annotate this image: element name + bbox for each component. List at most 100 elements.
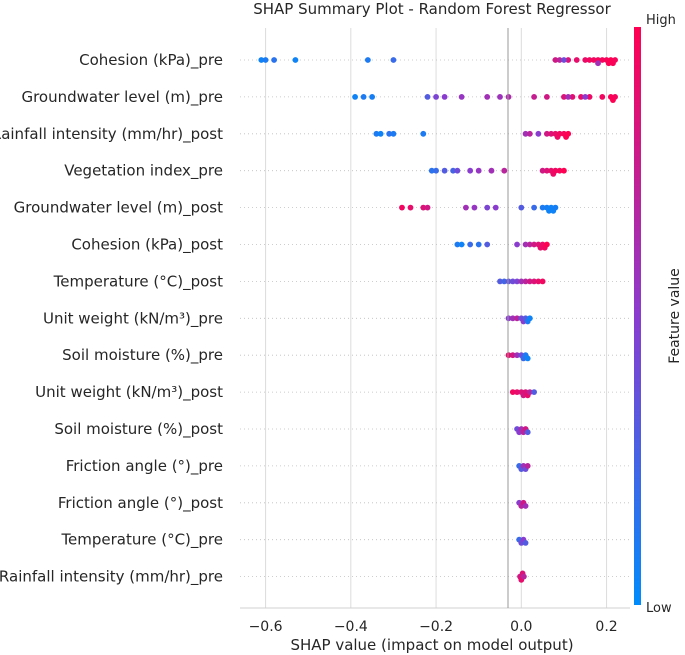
shap-point	[590, 57, 597, 63]
shap-point	[524, 355, 531, 362]
x-tick-label: 0.0	[510, 619, 532, 635]
shap-point	[484, 94, 491, 100]
shap-point	[390, 130, 397, 137]
shap-point	[369, 94, 376, 100]
shap-point	[565, 57, 572, 63]
shap-point	[514, 241, 520, 248]
shap-point	[520, 573, 527, 580]
shap-point	[548, 130, 555, 137]
shap-point	[467, 167, 474, 174]
shap-point	[543, 130, 550, 137]
shap-point	[360, 94, 367, 100]
shap-point	[612, 94, 618, 100]
shap-point	[582, 94, 589, 100]
feature-label: Unit weight (kN/m³)_post	[35, 383, 223, 402]
shap-point	[433, 167, 439, 174]
x-tick-label: −0.2	[419, 619, 453, 635]
feature-label: Cohesion (kPa)_pre	[79, 51, 223, 70]
colorbar-high-label: High	[646, 13, 676, 28]
shap-point	[524, 463, 531, 469]
shap-point	[292, 57, 299, 63]
shap-point	[599, 57, 606, 63]
shap-point	[463, 204, 469, 211]
shap-point	[539, 278, 546, 285]
shap-point	[471, 204, 478, 211]
shap-point	[514, 278, 520, 285]
shap-point	[518, 278, 525, 285]
shap-point	[497, 94, 503, 100]
feature-label: Cohesion (kPa)_post	[71, 236, 223, 255]
feature-label: Vegetation index_pre	[64, 162, 223, 181]
shap-point	[552, 167, 559, 174]
x-tick-label: −0.6	[249, 619, 283, 635]
shap-point	[352, 94, 358, 100]
shap-point	[377, 130, 384, 137]
colorbar	[634, 27, 641, 605]
shap-point	[526, 278, 533, 285]
shap-point	[509, 352, 516, 359]
feature-label: Temperature (°C)_pre	[60, 531, 223, 550]
x-axis-ticks: −0.6 −0.4 −0.2 0.0 0.2	[249, 619, 618, 635]
x-tick-label: 0.2	[595, 619, 617, 635]
shap-point	[475, 241, 482, 248]
shap-point	[522, 130, 529, 137]
shap-point	[556, 57, 563, 63]
shap-point	[386, 130, 393, 137]
feature-label: Unit weight (kN/m³)_pre	[43, 309, 223, 328]
shap-point	[522, 503, 529, 509]
shap-point	[561, 94, 567, 100]
x-tick-label: −0.4	[334, 619, 368, 635]
shap-point	[586, 94, 593, 100]
shap-point	[373, 130, 380, 137]
shap-point	[433, 94, 439, 100]
feature-label: Groundwater level (m)_pre	[21, 88, 223, 107]
shap-point	[524, 429, 531, 436]
colorbar-low-label: Low	[646, 601, 672, 616]
row-lines	[240, 59, 630, 577]
shap-point	[450, 167, 457, 174]
feature-label: Rainfall intensity (mm/hr)_pre	[0, 568, 223, 587]
shap-point	[531, 389, 537, 395]
shap-point	[424, 204, 431, 211]
shap-point	[514, 315, 520, 322]
shap-point	[573, 57, 580, 63]
chart-title: SHAP Summary Plot - Random Forest Regres…	[253, 0, 611, 18]
shap-point	[561, 57, 567, 63]
points-layer	[258, 57, 618, 583]
shap-point	[526, 130, 533, 137]
shap-point	[454, 167, 461, 174]
feature-label: Soil moisture (%)_post	[54, 420, 223, 439]
shap-point	[565, 130, 572, 137]
shap-point	[407, 204, 414, 211]
shap-point	[364, 57, 371, 63]
feature-label: Groundwater level (m)_post	[14, 199, 223, 218]
shap-point	[522, 241, 529, 248]
shap-point	[441, 167, 448, 174]
shap-point	[454, 241, 461, 248]
shap-point	[535, 130, 542, 137]
shap-point	[535, 278, 542, 285]
shap-point	[522, 540, 529, 546]
shap-point	[424, 94, 431, 100]
shap-point	[390, 57, 397, 63]
shap-point	[522, 278, 529, 285]
shap-point	[531, 241, 537, 248]
shap-point	[475, 167, 482, 174]
shap-point	[467, 241, 474, 248]
shap-point	[612, 57, 618, 63]
shap-point	[505, 94, 512, 100]
shap-point	[552, 204, 559, 211]
shap-point	[258, 57, 265, 63]
shap-point	[399, 204, 405, 211]
shap-point	[420, 130, 427, 137]
x-axis-label: SHAP value (impact on model output)	[290, 636, 573, 654]
shap-point	[556, 167, 563, 174]
shap-point	[488, 167, 495, 174]
y-axis-labels: Cohesion (kPa)_pre Groundwater level (m)_…	[0, 51, 223, 587]
shap-point	[543, 94, 550, 100]
shap-point	[539, 204, 546, 211]
shap-point	[441, 94, 448, 100]
shap-point	[543, 241, 550, 248]
shap-point	[526, 241, 533, 248]
